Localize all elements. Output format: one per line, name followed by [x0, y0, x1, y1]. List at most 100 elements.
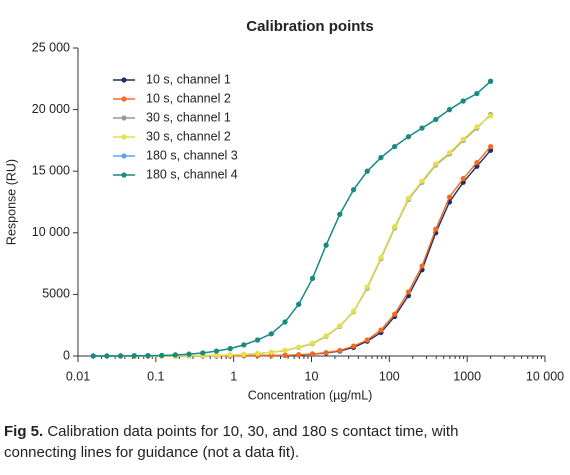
- x-tick-label: 0.1: [147, 369, 164, 383]
- data-point: [323, 242, 329, 248]
- data-point: [487, 113, 494, 119]
- legend-label: 30 s, channel 2: [146, 129, 231, 143]
- data-point: [145, 353, 151, 359]
- data-point: [282, 352, 288, 358]
- data-point: [474, 90, 480, 97]
- data-point: [131, 353, 137, 359]
- y-tick-label: 25 000: [32, 40, 70, 54]
- data-point: [268, 349, 274, 355]
- data-point: [213, 352, 220, 358]
- legend-marker: [121, 77, 127, 83]
- caption-label: Fig 5.: [4, 423, 44, 440]
- data-point: [296, 352, 302, 358]
- data-point: [378, 327, 384, 333]
- data-point: [200, 350, 206, 356]
- legend-label: 30 s, channel 1: [146, 110, 231, 124]
- y-tick-label: 10 000: [32, 225, 70, 239]
- data-point: [337, 211, 343, 217]
- legend-label: 10 s, channel 1: [146, 72, 231, 86]
- data-point: [364, 168, 370, 174]
- y-axis-label: Response (RU): [4, 159, 18, 245]
- data-point: [433, 226, 439, 232]
- data-point: [268, 331, 274, 337]
- x-tick-label: 1: [230, 369, 237, 383]
- y-tick-label: 15 000: [32, 163, 70, 177]
- legend-marker: [121, 134, 127, 140]
- data-point: [474, 124, 480, 130]
- legend-marker: [121, 96, 127, 102]
- data-point: [309, 275, 316, 281]
- caption-text: Calibration data points for 10, 30, and …: [4, 423, 459, 461]
- data-point: [337, 323, 343, 329]
- y-tick-label: 0: [63, 348, 70, 362]
- data-point: [392, 143, 398, 150]
- data-point: [474, 159, 480, 166]
- x-axis-label: Concentration (µg/mL): [248, 388, 373, 402]
- data-point: [241, 342, 247, 348]
- legend-label: 180 s, channel 3: [146, 148, 238, 162]
- data-point: [446, 194, 453, 200]
- data-point: [350, 343, 357, 349]
- data-point: [446, 150, 453, 156]
- data-point: [227, 346, 233, 352]
- data-point: [323, 349, 329, 356]
- data-point: [350, 187, 357, 193]
- data-point: [186, 351, 192, 357]
- data-point: [392, 311, 398, 317]
- data-point: [419, 263, 425, 269]
- data-point: [460, 175, 466, 182]
- data-point: [227, 352, 233, 358]
- data-point: [405, 134, 412, 140]
- data-point: [405, 195, 412, 201]
- data-point: [419, 178, 425, 184]
- data-point: [419, 125, 425, 131]
- data-point: [460, 136, 466, 142]
- data-point: [460, 98, 466, 104]
- data-point: [323, 333, 329, 339]
- data-point: [405, 289, 412, 295]
- data-point: [378, 254, 384, 261]
- data-point: [255, 350, 261, 357]
- x-tick-label: 1000: [453, 369, 481, 383]
- data-point: [364, 284, 370, 290]
- data-point: [364, 337, 370, 343]
- data-point: [350, 308, 357, 314]
- x-tick-label: 10: [305, 369, 319, 383]
- legend-marker: [121, 115, 127, 121]
- legend-marker: [121, 172, 127, 178]
- data-point: [172, 352, 178, 358]
- x-tick-label: 10 000: [526, 369, 564, 383]
- legend-label: 10 s, channel 2: [146, 91, 231, 105]
- y-tick-label: 20 000: [32, 102, 70, 116]
- data-point: [487, 143, 494, 150]
- data-point: [241, 351, 247, 357]
- data-point: [117, 353, 124, 359]
- data-point: [213, 348, 220, 354]
- data-point: [159, 352, 165, 358]
- legend-label: 180 s, channel 4: [146, 167, 238, 181]
- chart-title: Calibration points: [246, 18, 374, 35]
- x-tick-label: 0.01: [66, 369, 90, 383]
- data-point: [104, 353, 110, 359]
- data-point: [487, 78, 494, 84]
- data-point: [255, 337, 261, 343]
- data-point: [433, 161, 439, 167]
- legend-marker: [121, 153, 127, 159]
- data-point: [378, 155, 384, 161]
- data-point: [90, 353, 96, 359]
- data-point: [309, 340, 316, 346]
- data-point: [433, 116, 439, 123]
- x-tick-label: 100: [379, 369, 400, 383]
- data-point: [446, 107, 453, 113]
- data-point: [296, 301, 302, 307]
- data-point: [296, 344, 302, 350]
- data-point: [337, 347, 343, 354]
- chart: Calibration points Concentration (µg/mL)…: [4, 18, 564, 402]
- data-point: [309, 351, 316, 357]
- y-tick-label: 5000: [42, 287, 70, 301]
- data-point: [282, 347, 288, 353]
- caption: Fig 5. Calibration data points for 10, 3…: [4, 421, 509, 463]
- data-point: [392, 224, 398, 230]
- data-point: [282, 319, 288, 325]
